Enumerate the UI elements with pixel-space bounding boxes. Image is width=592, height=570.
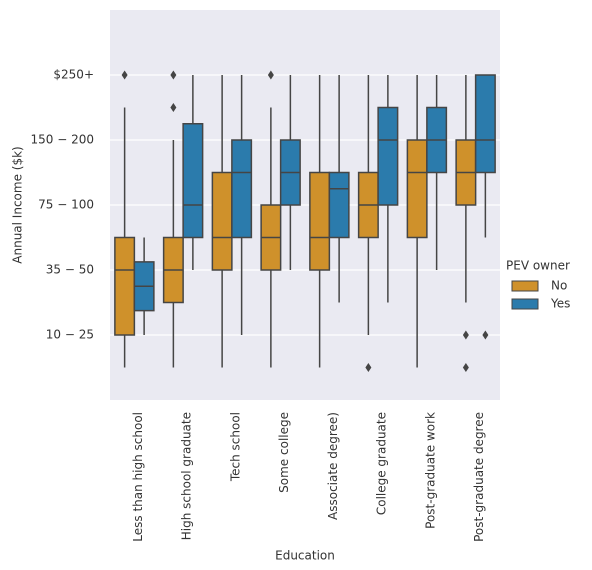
box (328, 171, 350, 239)
flier (462, 363, 469, 372)
legend-title: PEV owner (506, 259, 570, 273)
y-tick-label: 10 − 25 (46, 328, 94, 342)
flier (267, 70, 274, 80)
x-tick-label: Associate degree) (326, 412, 340, 520)
flier (482, 330, 489, 340)
flier (121, 70, 128, 80)
y-tick-label: $250+ (53, 68, 94, 82)
x-tick-label: Post-graduate work (423, 412, 437, 529)
y-tick-label: 75 − 100 (38, 198, 94, 212)
x-tick-label: Some college (277, 412, 291, 493)
flier (365, 363, 372, 372)
x-tick-label: Tech school (228, 412, 242, 482)
box (114, 236, 136, 336)
flier (170, 70, 177, 80)
x-tick-label: Less than high school (131, 412, 145, 542)
box (182, 123, 204, 239)
y-tick-label: 35 − 50 (46, 263, 94, 277)
box (377, 106, 399, 206)
x-tick-label: Post-graduate degree (472, 412, 486, 542)
legend-label: Yes (550, 297, 570, 311)
x-tick-label: High school graduate (180, 412, 194, 540)
y-tick-label: 150 − 200 (31, 133, 95, 147)
legend-swatch (511, 298, 539, 310)
box (309, 171, 331, 271)
legend-label: No (551, 279, 567, 293)
y-axis-label: Annual Income ($k) (11, 146, 25, 263)
flier (170, 103, 177, 112)
box (474, 74, 496, 174)
legend-swatch (511, 280, 539, 292)
box (211, 171, 233, 271)
x-axis-label: Education (275, 549, 335, 563)
box (406, 139, 428, 239)
x-tick-label: College graduate (375, 412, 389, 515)
flier (462, 330, 469, 340)
box (231, 139, 253, 239)
